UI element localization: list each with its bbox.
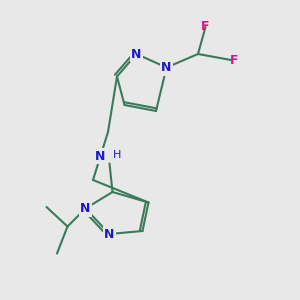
Text: N: N [80,202,91,215]
Text: F: F [230,53,238,67]
Text: H: H [113,149,121,160]
Text: F: F [201,20,210,34]
Text: N: N [131,47,142,61]
Text: N: N [95,149,106,163]
Text: N: N [161,61,172,74]
Text: N: N [104,227,115,241]
